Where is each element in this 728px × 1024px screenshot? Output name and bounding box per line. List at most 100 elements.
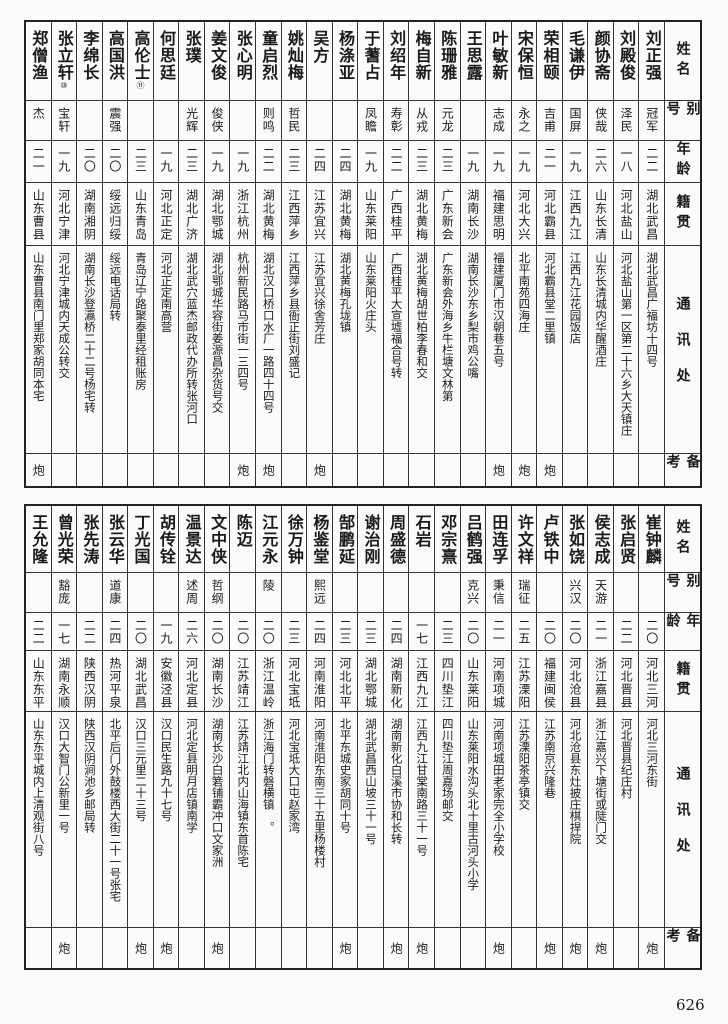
name-cell: 王允隆 (25, 506, 51, 574)
age-cell: 二四 (102, 613, 128, 651)
alias-cell (332, 573, 358, 614)
name-text: 杨鉴堂 (310, 514, 330, 565)
age-cell: 二〇 (77, 141, 102, 183)
native-text: 河北宝坻 (286, 656, 301, 709)
address-text: 河南项城田老家完全小学校 (491, 718, 506, 857)
native-text: 河北大兴 (516, 188, 531, 241)
native-place-cell: 江西萍乡 (281, 183, 307, 247)
age-cell: 二六 (179, 613, 204, 651)
address-cell: 河北盐山第一区第二十六乡大天镇庄 (613, 246, 639, 455)
age-text: 二六 (184, 619, 199, 646)
header-column: 姓名 别号 年龄 籍贯 通讯处 备考 (664, 22, 700, 486)
age-text: 二三 (414, 146, 429, 173)
age-cell: 二二 (383, 141, 409, 183)
alias-cell: 哲民 (281, 101, 307, 141)
name-cell: 张立轩 ⑩ (51, 22, 77, 102)
person-record: 陈迈 二〇 江苏靖江 江苏靖江北内山海镇东首陈宅 (229, 506, 255, 968)
native-place-cell: 热河平泉 (102, 651, 128, 713)
person-record: 邓宗熹 二三 四川垫江 四川垫江周嘉场邮交 (433, 506, 460, 968)
address-cell: 湖南长沙白箬铺霸冲口文家洲 (204, 712, 230, 929)
alias-text: 吉甫 (542, 107, 557, 134)
age-cell: 一七 (51, 613, 77, 651)
remark-text: 炮 (542, 941, 557, 955)
name-cell: 周盛德 (383, 506, 409, 574)
age-text: 一九 (210, 146, 225, 173)
name-cell: 侯志成 (588, 506, 613, 574)
name-cell: 郜鹏延 (332, 506, 358, 574)
native-place-cell: 湖北广济 (179, 183, 204, 247)
address-cell: 广西桂平大宣墟福合号转 (383, 246, 409, 455)
age-text: 二三 (184, 146, 199, 173)
alias-cell: 寿彰 (383, 101, 409, 141)
alias-text: 克兴 (465, 579, 480, 606)
name-text: 胡传铨 (157, 514, 177, 565)
person-record: 高国洪 震强 二〇 绥远归绥 绥远电话局转 (101, 22, 128, 486)
native-place-cell: 广东新会 (434, 183, 460, 247)
person-record: 姜文俊 俊侠 一九 湖北鄂城 湖北鄂城华容街姜源昌杂货号交 (203, 22, 230, 486)
age-text: 一九 (235, 146, 250, 173)
age-text: 二三 (440, 619, 455, 646)
remark-cell (103, 928, 128, 968)
person-record: 杨涤亚 二四 湖北黄梅 湖北黄梅孔垅镇 (331, 22, 358, 486)
native-text: 江苏宜兴 (312, 188, 327, 241)
address-cell: 湖北武穴蓝杰邮政代办所转张河口 (179, 246, 204, 455)
age-cell: 二三 (409, 141, 434, 183)
alias-cell: 侠哉 (588, 101, 613, 141)
alias-cell: 道康 (102, 573, 128, 614)
native-place-cell: 安徽泾县 (153, 651, 179, 713)
remark-cell (384, 454, 409, 486)
native-place-cell: 江苏靖江 (230, 651, 255, 713)
address-text: 北平东城史家胡同十号 (338, 718, 353, 834)
age-text: 二二 (261, 146, 276, 173)
native-text: 热河平泉 (107, 656, 122, 709)
remark-text: 炮 (593, 941, 608, 955)
address-text: 河北宝坻大口屯赵家湾 (287, 718, 302, 834)
native-text: 山东青岛 (133, 188, 148, 241)
age-text: 二三 (337, 619, 352, 646)
address-text: 河北定县明月店镇南学 (185, 718, 200, 834)
remark-cell: 炮 (52, 928, 77, 968)
age-cell: 二二 (639, 141, 664, 183)
age-cell: 一八 (613, 141, 639, 183)
address-cell: 北平后门外鼓楼西大街二十一号张宅 (102, 712, 128, 929)
age-text: 二〇 (542, 619, 557, 646)
remark-cell (77, 454, 102, 486)
address-cell: 陕西汉阴涧池乡邮局转 (77, 712, 102, 929)
native-text: 河北盐山 (619, 188, 634, 241)
age-cell: 二三 (332, 613, 358, 651)
name-cell: 姜文俊 (204, 22, 230, 102)
address-cell: 山东曹县南门里郑家胡同本宅 (25, 246, 51, 455)
person-record: 毛谦伊 国屏 一九 江西九江 江西九江花园饭店 (561, 22, 588, 486)
header-label: 姓名 (674, 41, 691, 82)
name-cell: 江元永 (256, 506, 281, 574)
address-cell: 河北正定南高营 (153, 246, 179, 455)
address-text: 北平南苑四海庄 (517, 252, 532, 333)
name-text: 王思露 (463, 30, 483, 81)
address-text: 河北正定南高营 (159, 252, 174, 333)
address-text: 江西九江花园饭店 (568, 252, 583, 345)
person-record: 张如饶 兴汉 二〇 河北沧县 河北沧县东灶披庄棋捍院炮 (561, 506, 588, 968)
name-cell: 张云华 (102, 506, 128, 574)
age-text: 二〇 (107, 146, 122, 173)
address-cell: 湖北武昌广福坊十四号 (639, 246, 664, 455)
remark-text: 炮 (389, 941, 404, 955)
remark-cell (103, 454, 128, 486)
remark-cell (512, 928, 537, 968)
alias-cell (281, 573, 307, 614)
remark-text: 炮 (414, 941, 429, 955)
person-record: 姚灿梅 哲民 二三 江西萍乡 江西萍乡县衙正街刘盛记 (280, 22, 307, 486)
address-cell: 河北定县明月店镇南学 (179, 712, 204, 929)
age-text: 二三 (133, 146, 148, 173)
remark-text: 炮 (210, 941, 225, 955)
native-place-cell: 河北定县 (179, 651, 204, 713)
remark-cell (52, 454, 77, 486)
name-text: 张璞 (182, 30, 202, 64)
age-text: 一九 (516, 146, 531, 173)
age-cell: 一九 (153, 141, 179, 183)
address-text: 湖南长沙白箬铺霸冲口文家洲 (210, 718, 225, 868)
remark-text: 炮 (337, 941, 352, 955)
alias-text: 永之 (516, 107, 531, 134)
name-cell: 卢铁中 (537, 506, 562, 574)
age-cell: 二二 (25, 613, 51, 651)
name-text: 刘殿俊 (617, 30, 637, 81)
